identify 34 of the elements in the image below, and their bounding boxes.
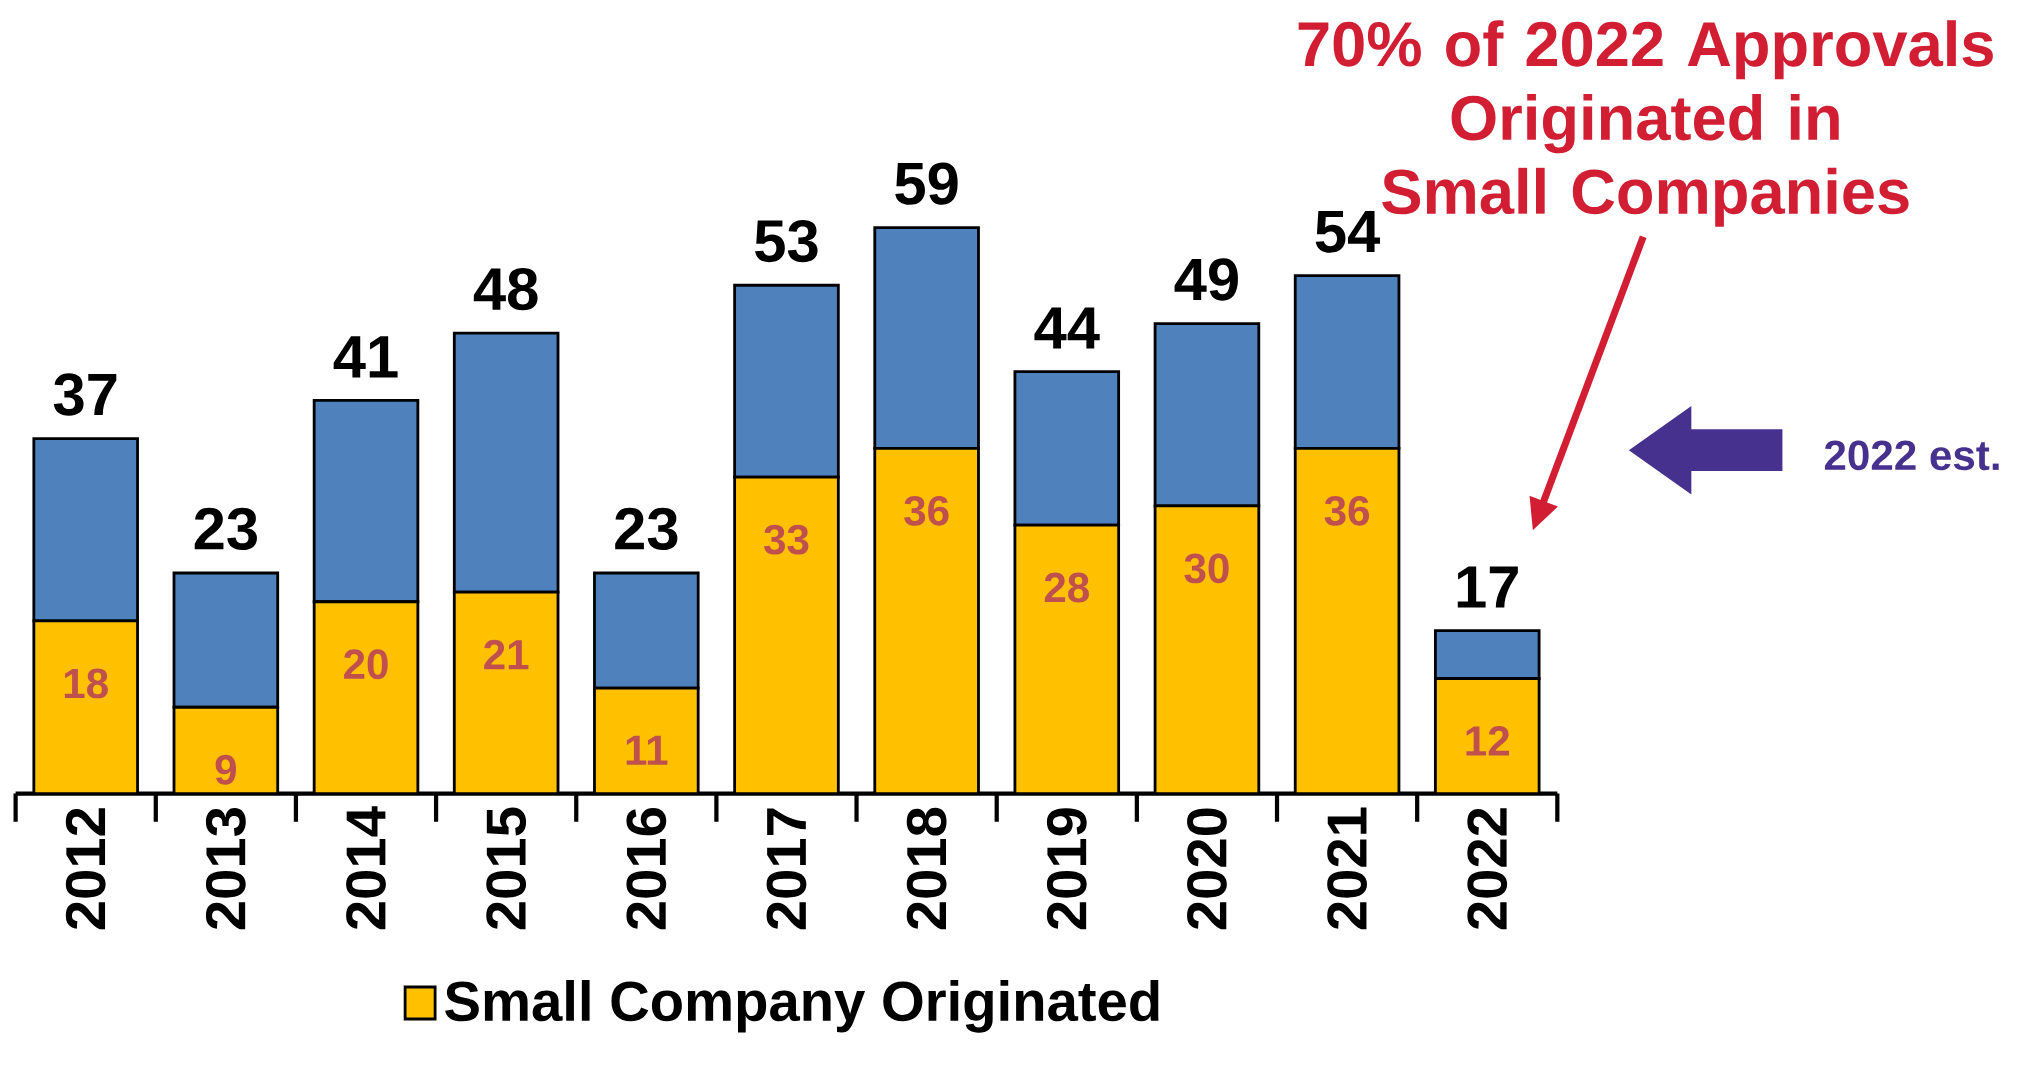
total-label: 37 [53,373,117,416]
data-label: 33 [764,524,809,555]
total-label: 59 [895,162,958,205]
x-tick-label: 2013 [205,808,246,930]
total-label: 53 [755,219,818,263]
data-label: 12 [1466,726,1510,756]
total-label: 49 [1174,258,1238,301]
x-tick-label: 2021 [1327,807,1367,930]
x-tick-label: 2014 [346,806,386,930]
total-label: 23 [194,507,257,550]
data-label: 21 [484,639,529,670]
data-label: 20 [344,649,388,680]
data-label: 11 [626,735,668,765]
data-label: 18 [64,668,108,699]
x-tick-label: 2012 [65,808,106,930]
x-tick-label: 2015 [486,807,527,930]
total-label: 41 [333,336,398,378]
x-tick-label: 2016 [626,808,667,930]
x-tick-label: 2020 [1187,808,1227,930]
total-label: 17 [1457,566,1518,608]
data-label: 36 [904,495,949,526]
data-label: 30 [1184,553,1229,584]
total-label: 44 [1034,307,1100,349]
legend-label: Small Company Originated [445,979,1159,1033]
total-label: 23 [615,507,678,550]
text: 2022 est. [1824,440,1999,471]
total-label: 48 [473,267,538,311]
x-tick-label: 2018 [906,807,947,930]
x-tick-label: 2022 [1467,808,1508,930]
x-tick-label: 2017 [766,808,807,930]
data-label: 36 [1324,495,1370,526]
x-tick-label: 2019 [1046,808,1087,930]
data-label: 28 [1044,572,1089,603]
data-label: 9 [215,754,237,785]
